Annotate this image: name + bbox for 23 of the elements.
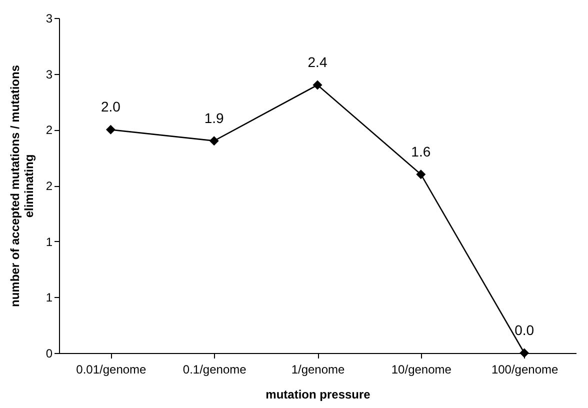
y-tick-label: 1	[46, 290, 53, 305]
data-label: 2.4	[308, 54, 328, 70]
y-tick-label: 3	[46, 67, 53, 82]
y-tick-label: 3	[46, 12, 53, 26]
x-tick-label: 0.1/genome	[182, 362, 247, 376]
y-axis-title: number of accepted mutations / mutations eliminating	[8, 64, 36, 308]
data-label: 1.6	[411, 143, 431, 160]
y-tick-label: 2	[46, 179, 53, 193]
x-tick-label: 100/genome	[491, 362, 558, 376]
point	[209, 136, 219, 146]
x-tick-label: 10/genome	[391, 362, 452, 376]
data-label: 1.9	[204, 110, 224, 126]
y-tick-label: 2	[46, 123, 53, 138]
point	[416, 170, 426, 180]
y-tick-label: 1	[46, 234, 53, 249]
x-tick-label: 0.01/genome	[76, 362, 147, 376]
data-label: 0.0	[514, 322, 534, 338]
point	[312, 80, 322, 90]
data-label: 2.0	[100, 98, 121, 115]
x-tick-label: 1/genome	[291, 362, 346, 376]
x-axis-title: mutation pressure	[266, 388, 371, 402]
y-tick-label: 0	[46, 346, 53, 360]
point	[106, 124, 116, 134]
